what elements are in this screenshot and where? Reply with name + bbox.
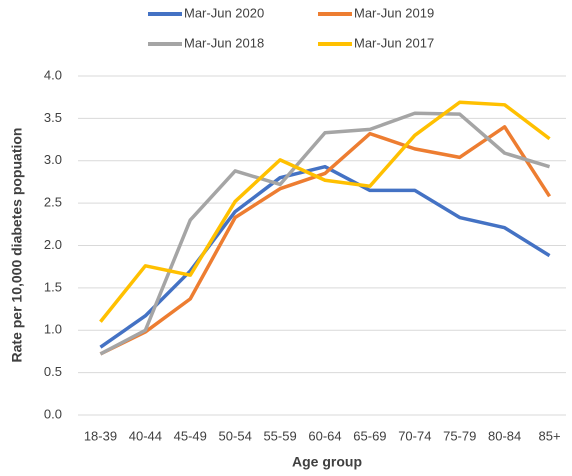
x-tick-label: 55-59	[263, 428, 296, 443]
x-tick-label: 75-79	[443, 428, 476, 443]
legend-label: Mar-Jun 2019	[354, 5, 434, 20]
legend-label: Mar-Jun 2018	[184, 35, 264, 50]
legend-label: Mar-Jun 2020	[184, 5, 264, 20]
x-tick-label: 45-49	[174, 428, 207, 443]
y-tick-label: 1.5	[44, 279, 62, 294]
y-tick-label: 4.0	[44, 67, 62, 82]
y-tick-label: 2.5	[44, 195, 62, 210]
series-line	[99, 111, 551, 356]
x-tick-label: 65-69	[353, 428, 386, 443]
y-axis-title: Rate per 10,000 diabetes popuation	[9, 128, 25, 363]
y-tick-label: 1.0	[44, 322, 62, 337]
x-tick-label: 50-54	[219, 428, 252, 443]
y-tick-label: 0.0	[44, 406, 62, 421]
x-tick-label: 60-64	[308, 428, 341, 443]
series-line	[99, 100, 551, 323]
x-axis-title: Age group	[292, 454, 362, 470]
x-tick-label: 18-39	[84, 428, 117, 443]
x-tick-label: 70-74	[398, 428, 431, 443]
y-tick-label: 0.5	[44, 364, 62, 379]
series-line	[99, 125, 552, 356]
legend-label: Mar-Jun 2017	[354, 35, 434, 50]
x-tick-label: 80-84	[488, 428, 521, 443]
y-tick-label: 2.0	[44, 237, 62, 252]
y-tick-label: 3.5	[44, 110, 62, 125]
series-line	[99, 164, 551, 349]
y-tick-label: 3.0	[44, 152, 62, 167]
x-tick-label: 85+	[539, 428, 561, 443]
x-tick-label: 40-44	[129, 428, 162, 443]
